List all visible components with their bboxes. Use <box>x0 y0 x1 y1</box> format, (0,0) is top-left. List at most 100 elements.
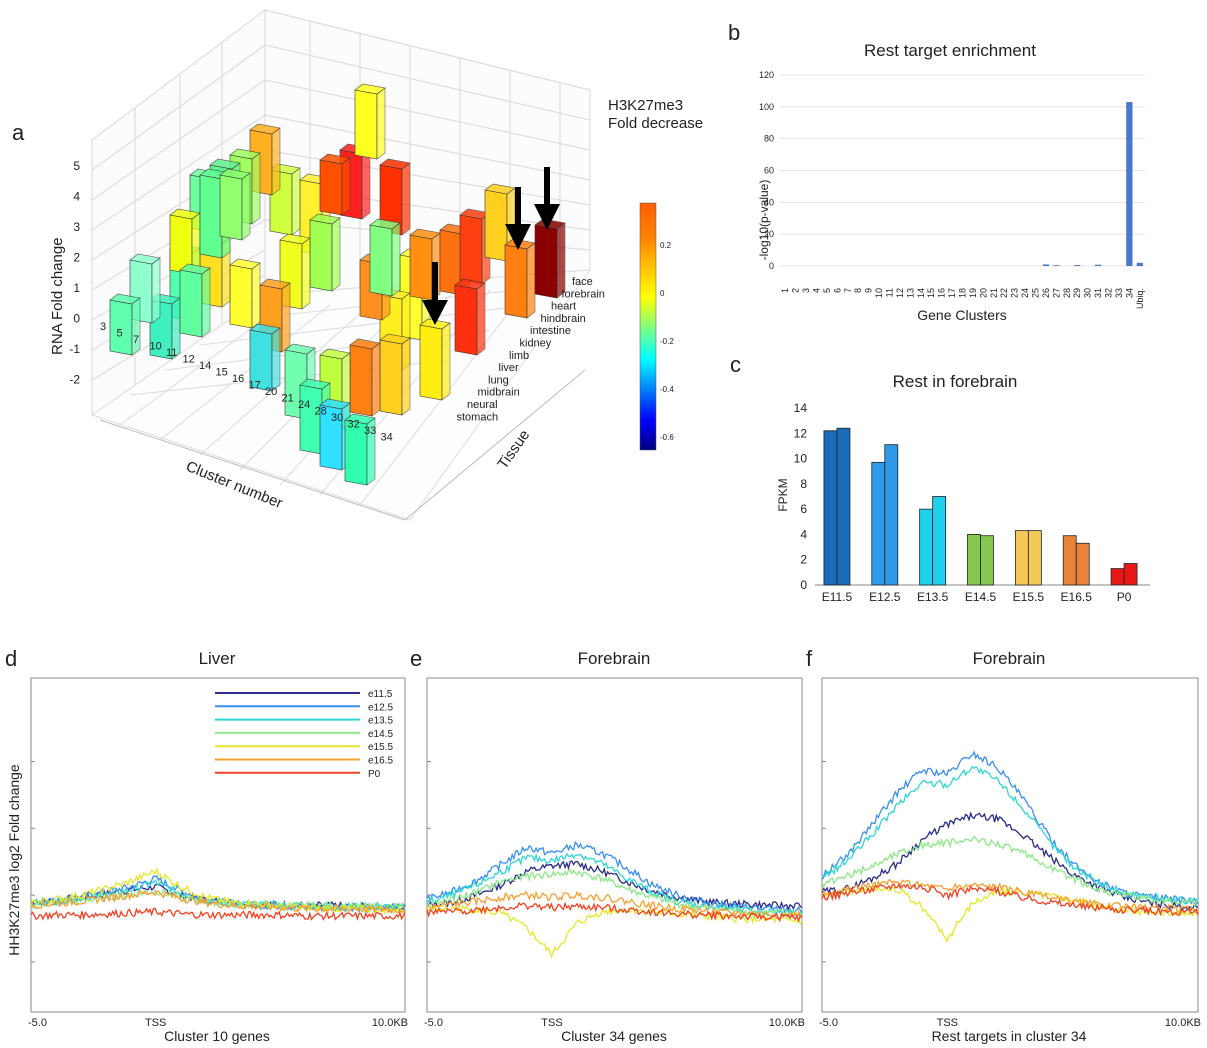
panel-c-bar <box>823 430 838 586</box>
panel-a-cluster-label: 15 <box>216 367 228 379</box>
legend-label: e15.5 <box>368 742 393 753</box>
panel-b-x-tick: 34 <box>1124 288 1134 298</box>
panel-c-letter: c <box>730 352 741 377</box>
panel-a-tissue-label: lung <box>488 374 509 386</box>
panel-b-x-tick: 25 <box>1031 288 1041 298</box>
panel-a-bar-side <box>281 282 291 353</box>
panel-a-cluster-labels: 357 10 11 12 14 15 16 17 20 21 24 28 30 32 33 34 <box>100 321 393 444</box>
legend-label: e16.5 <box>368 756 393 767</box>
panel-c-x-tick: E14.5 <box>965 590 997 604</box>
panel-b-x-tick: 21 <box>989 288 999 298</box>
panel-c-y-tick: 0 <box>800 578 807 592</box>
panel-b-x-tick: 3 <box>801 288 811 293</box>
panel-a-cluster-label: 33 <box>364 425 376 437</box>
panel-a-bar <box>459 214 483 285</box>
panel-b-letter: b <box>728 20 740 45</box>
panel-b-x-tick: 26 <box>1041 288 1051 298</box>
panel-b-x-tick: 17 <box>947 288 957 298</box>
panel-a-bar-side <box>371 342 381 417</box>
panel-a-bar-side <box>391 222 401 297</box>
panel-b-x-tick: 30 <box>1083 288 1093 298</box>
panel-a-bar <box>299 384 323 455</box>
panel-b-x-tick: 33 <box>1114 288 1124 298</box>
panel-c-bar-chart: c Rest in forebrain 0 2 4 6 8 10 12 14 E11.5 E12.… <box>730 352 1150 604</box>
series-line-e14.5 <box>821 835 1199 908</box>
panel-a-bar-side <box>271 127 281 196</box>
panel-a-y-tick: 5 <box>73 159 80 173</box>
panel-d-title: Liver <box>199 649 236 668</box>
panel-b-x-tick: 28 <box>1062 288 1072 298</box>
panel-a-bar-side <box>331 217 341 292</box>
panel-a-y-tick: 4 <box>73 190 80 204</box>
series-line-e13.5 <box>821 765 1199 905</box>
panel-a-bar-side <box>476 282 486 356</box>
panel-c-y-label: FPKM <box>776 478 790 511</box>
panel-b-y-label: -log10(p-value) <box>757 180 771 261</box>
series-line-e16.5 <box>426 890 803 920</box>
series-line-e12.5 <box>821 750 1199 906</box>
plot-frame <box>426 677 803 1013</box>
panel-b-x-tick: 11 <box>885 288 895 297</box>
panel-b-x-tick: 4 <box>812 288 822 293</box>
panel-a-bar-side <box>401 162 411 236</box>
series-line-e15.5 <box>821 884 1199 943</box>
x-tick: TSS <box>145 1017 166 1029</box>
panel-b-y-tick: 40 <box>764 197 774 207</box>
panel-b-bar-chart: b Rest target enrichment 020406080100120… <box>728 20 1145 323</box>
panel-a-cluster-label: 34 <box>381 432 393 444</box>
panel-a-y-tick: 1 <box>73 281 80 295</box>
panel-c-bar <box>1075 542 1090 586</box>
series-line-e11.5 <box>426 860 803 911</box>
panel-b-y-tick: 20 <box>764 229 774 239</box>
panel-a-cluster-label: 17 <box>249 380 261 392</box>
panel-a-letter: a <box>12 120 25 145</box>
colorbar-title-line1: H3K27me3 <box>608 97 683 114</box>
panel-f-x-label: Rest targets in cluster 34 <box>932 1028 1087 1044</box>
panel-a-bar-side <box>556 222 566 299</box>
panel-b-x-tick: 27 <box>1051 288 1061 298</box>
panel-a-cluster-label: 16 <box>232 373 244 385</box>
panel-b-x-label: Gene Clusters <box>917 307 1006 323</box>
panel-b-x-tick: 10 <box>874 288 884 298</box>
panel-c-x-tick: E16.5 <box>1061 590 1093 604</box>
panel-b-x-tick: 8 <box>853 288 863 293</box>
panel-a-bar <box>379 339 403 416</box>
panel-a-cluster-label: 32 <box>348 419 360 431</box>
panel-a-tissue-label: intestine <box>530 325 571 337</box>
series-line-e16.5 <box>30 889 406 915</box>
panel-a-bar <box>199 174 223 259</box>
panel-a-tissue-label: liver <box>499 362 520 374</box>
panel-c-y-tick: 14 <box>794 401 808 415</box>
panel-b-x-tick: 23 <box>1010 288 1020 298</box>
panel-a-y-ticks: 5 4 3 2 1 0 -1 -2 <box>69 159 80 387</box>
panel-f-title: Forebrain <box>973 649 1046 668</box>
x-tick: TSS <box>937 1017 958 1029</box>
panel-b-x-tick: 12 <box>895 288 905 298</box>
series-line-e11.5 <box>821 811 1199 912</box>
colorbar-tick: 0.2 <box>660 241 672 250</box>
panel-b-x-tick: 7 <box>843 288 853 293</box>
panel-a-cluster-label: 5 <box>117 328 123 340</box>
panel-c-bar <box>980 535 994 586</box>
series-line-P0 <box>30 907 406 921</box>
panel-b-bar <box>1126 102 1133 266</box>
panel-a-bar-side <box>341 157 351 216</box>
panel-a-outer-box <box>99 369 586 521</box>
colorbar-tick: -0.2 <box>660 337 674 346</box>
series-line-e13.5 <box>426 852 803 918</box>
panel-a-bar <box>319 159 343 216</box>
panel-f-line-chart: -5.0 TSS 10.0KB <box>819 677 1201 1029</box>
panel-b-x-tick: 1 <box>780 288 790 293</box>
panel-b-bar <box>1136 262 1143 266</box>
panel-a-bar <box>349 344 373 417</box>
panel-a-bar-side <box>251 152 261 225</box>
panel-b-x-tick: Ubiq. <box>1135 288 1145 309</box>
x-tick: TSS <box>541 1017 562 1029</box>
panel-b-x-tick: 24 <box>1020 288 1030 298</box>
panel-a-arrows <box>422 167 560 325</box>
panel-a-tissue-label: midbrain <box>478 387 520 399</box>
panel-a-bar-side <box>241 172 251 241</box>
panel-b-x-tick: 22 <box>999 288 1009 298</box>
